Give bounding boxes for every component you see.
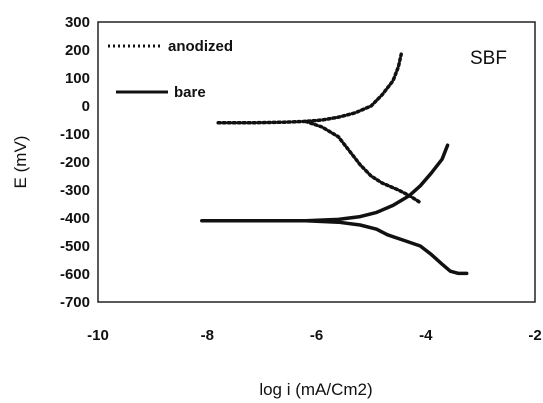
series-line-bare-branch-2 (303, 219, 469, 276)
y-tick-label: -300 (60, 182, 90, 199)
x-tick-label: -10 (87, 327, 109, 344)
y-tick-label: -100 (60, 126, 90, 143)
chart-annotation: SBF (470, 48, 507, 69)
y-tick-label: 300 (65, 14, 90, 31)
legend-label-bare: bare (174, 84, 206, 101)
y-tick-label: -600 (60, 266, 90, 283)
x-tick-label: -2 (528, 327, 541, 344)
y-tick-label: -500 (60, 238, 90, 255)
plot-frame (97, 21, 536, 303)
legend-label-anodized: anodized (168, 38, 233, 55)
y-tick-label: 200 (65, 42, 90, 59)
legend: anodized bare (108, 38, 233, 101)
y-axis-label: E (mV) (11, 136, 30, 189)
y-tick-label: -700 (60, 294, 90, 311)
y-axis-ticks: 300 200 100 0 -100 -200 -300 -400 -500 -600 -700 (60, 14, 90, 311)
series-line-anodized-branch-1 (216, 52, 403, 125)
x-tick-label: -6 (310, 327, 323, 344)
x-axis-label: log i (mA/Cm2) (259, 380, 372, 399)
y-tick-label: -400 (60, 210, 90, 227)
y-tick-label: -200 (60, 154, 90, 171)
x-tick-label: -4 (419, 327, 433, 344)
series-layer (200, 52, 469, 276)
y-tick-label: 0 (82, 98, 90, 115)
series-line-bare-branch-1 (200, 143, 450, 223)
x-tick-label: -8 (201, 327, 214, 344)
series-line-anodized-branch-2 (303, 119, 423, 205)
y-tick-label: 100 (65, 70, 90, 87)
x-axis-ticks: -10 -8 -6 -4 -2 (87, 327, 542, 344)
